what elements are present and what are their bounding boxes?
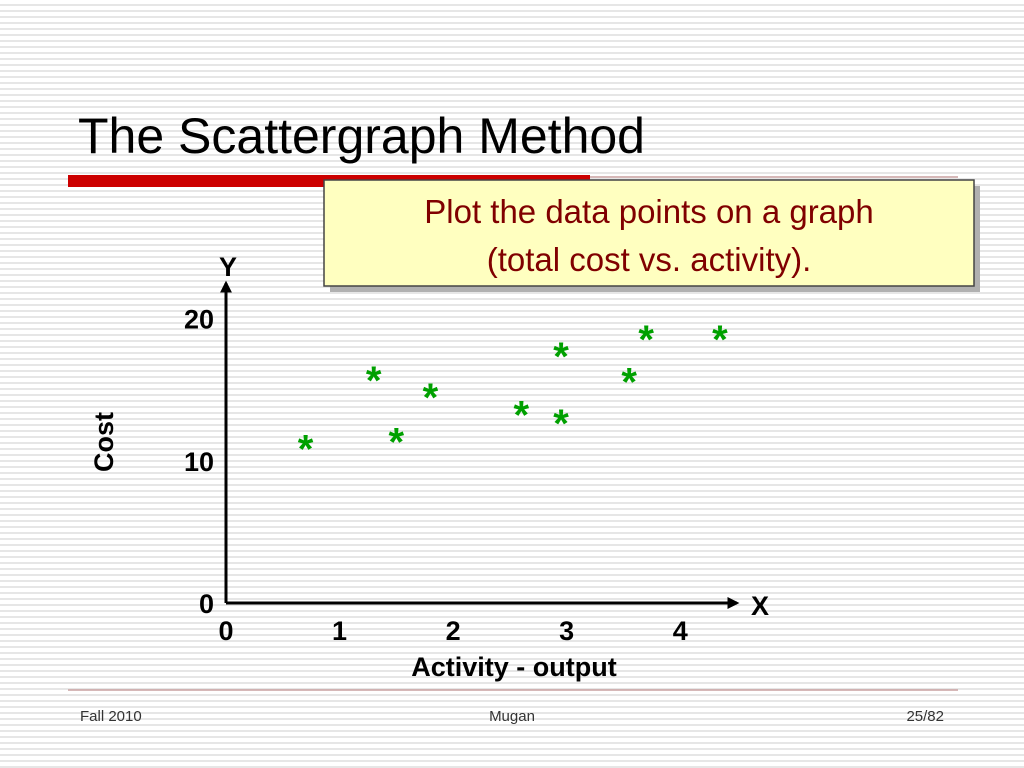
scatter-point: * [298,427,314,471]
x-tick-label: 3 [559,616,574,646]
slide-title: The Scattergraph Method [78,108,645,164]
scatter-point: * [553,402,569,446]
annotation-box [323,179,975,287]
scatter-point: * [638,318,654,362]
y-axis-label: Cost [89,412,119,472]
scatter-point: * [513,393,529,437]
scatter-point: * [366,359,382,403]
scatter-point: * [423,376,439,420]
y-tick-label: 20 [184,305,214,335]
scatter-point: * [389,420,405,464]
x-tick-label: 4 [673,616,688,646]
y-tick-label: 10 [184,447,214,477]
footer-center: Mugan [489,708,535,725]
footer-right: 25/82 [906,708,944,725]
y-end-label: Y [219,252,237,282]
scatter-point: * [621,361,637,405]
x-end-label: X [751,591,769,621]
x-tick-label: 0 [218,616,233,646]
x-axis-label: Activity - output [411,652,616,682]
x-tick-label: 1 [332,616,347,646]
scatter-point: * [553,335,569,379]
annotation-line: (total cost vs. activity). [487,241,812,278]
scatter-point: * [712,318,728,362]
annotation-line: Plot the data points on a graph [424,193,874,230]
footer-left: Fall 2010 [80,708,142,725]
y-tick-label: 0 [199,589,214,619]
x-tick-label: 2 [446,616,461,646]
